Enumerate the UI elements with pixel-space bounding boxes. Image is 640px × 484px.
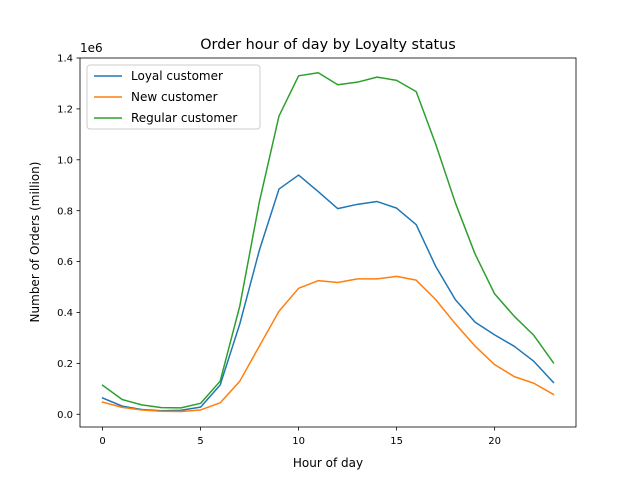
y-tick-label: 0.2 bbox=[57, 359, 73, 370]
series-line-1 bbox=[101, 275, 555, 413]
chart-title: Order hour of day by Loyalty status bbox=[200, 37, 456, 53]
y-tick-label: 0.0 bbox=[57, 410, 73, 421]
x-tick-label: 15 bbox=[390, 436, 403, 447]
y-axis-label: Number of Orders (million) bbox=[28, 162, 42, 323]
y-tick-label: 0.4 bbox=[57, 308, 73, 319]
y-tick-label: 1.0 bbox=[57, 155, 73, 166]
x-axis-label: Hour of day bbox=[293, 456, 363, 470]
legend-label: Regular customer bbox=[131, 111, 237, 125]
y-tick-label: 1.4 bbox=[57, 54, 73, 65]
legend-label: New customer bbox=[131, 90, 218, 104]
x-tick-label: 10 bbox=[292, 436, 305, 447]
data-lines bbox=[101, 72, 555, 413]
legend: Loyal customer New customer Regular custom… bbox=[86, 64, 261, 130]
plot-area-frame bbox=[79, 57, 577, 428]
y-tick-label: 0.6 bbox=[57, 257, 73, 268]
legend-label: Loyal customer bbox=[131, 69, 223, 83]
x-tick-label: 5 bbox=[197, 436, 203, 447]
axis-ticks: 0 5 10 15 20 0.0 0.2 0.4 0.6 0.8 1.0 1.2 1.4 bbox=[57, 54, 501, 447]
series-line-2 bbox=[101, 72, 555, 409]
legend-box bbox=[86, 64, 261, 130]
y-axis-offset-label: 1e6 bbox=[80, 41, 103, 55]
y-tick-label: 1.2 bbox=[57, 104, 73, 115]
x-tick-label: 20 bbox=[488, 436, 501, 447]
series-line-0 bbox=[101, 174, 555, 412]
y-tick-label: 0.8 bbox=[57, 206, 73, 217]
x-tick-label: 0 bbox=[99, 436, 105, 447]
